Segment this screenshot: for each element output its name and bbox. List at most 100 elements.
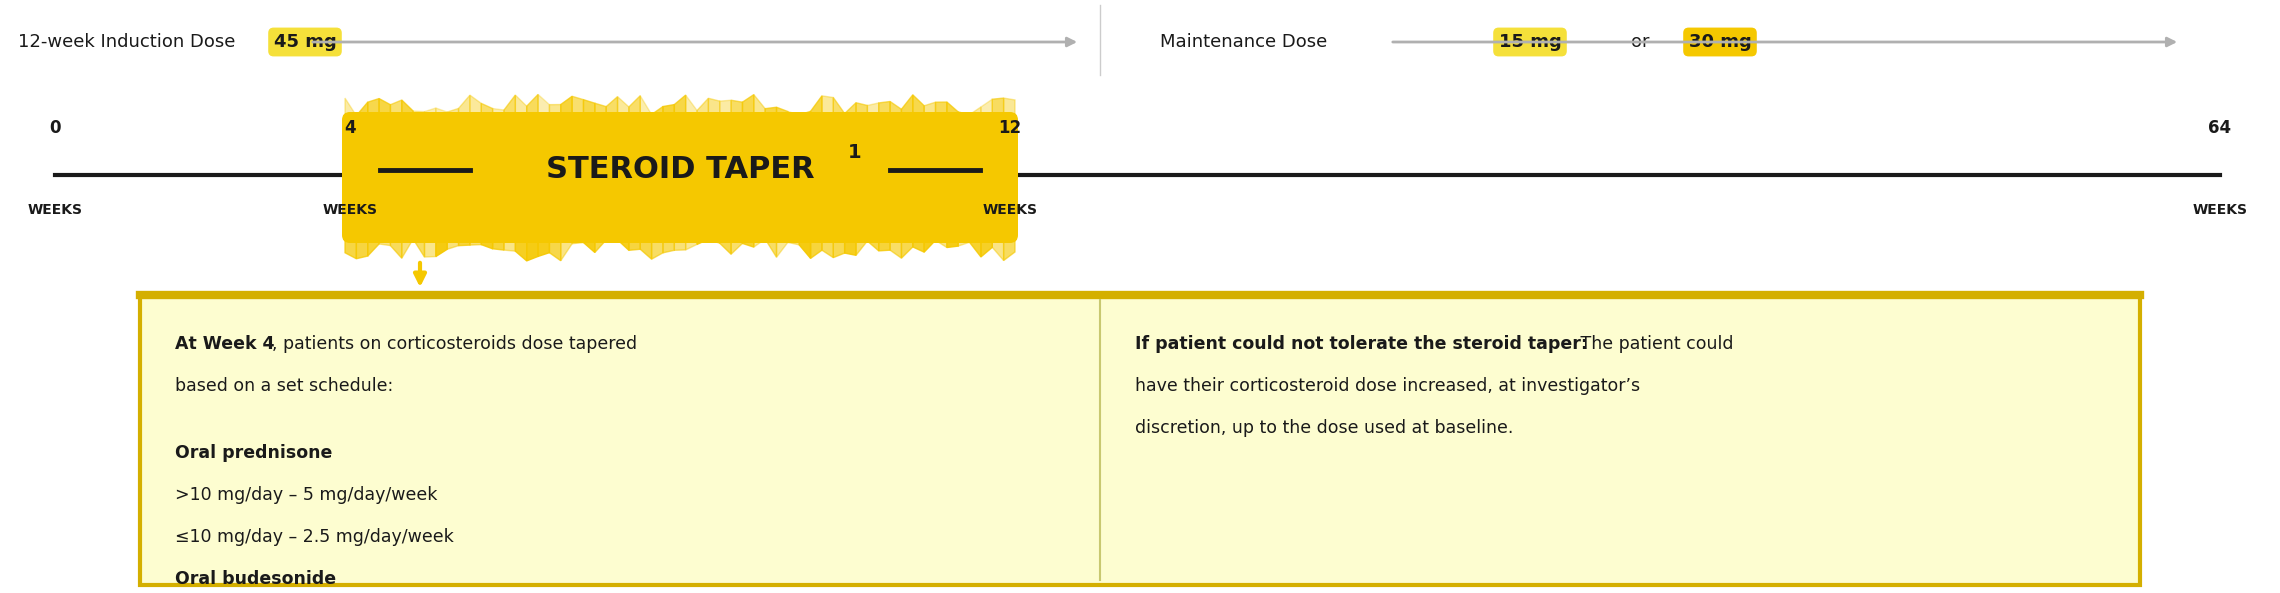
Polygon shape (344, 98, 356, 120)
Polygon shape (470, 235, 481, 245)
Polygon shape (980, 99, 992, 120)
Polygon shape (652, 235, 663, 259)
Polygon shape (946, 235, 958, 247)
Polygon shape (866, 235, 878, 251)
Polygon shape (698, 235, 709, 244)
Polygon shape (413, 111, 424, 120)
Polygon shape (504, 235, 515, 251)
Polygon shape (356, 235, 367, 259)
Polygon shape (641, 95, 652, 120)
Polygon shape (538, 235, 549, 256)
Polygon shape (595, 235, 606, 253)
Text: Maintenance Dose: Maintenance Dose (1161, 33, 1327, 51)
Polygon shape (878, 235, 889, 251)
Polygon shape (527, 94, 538, 120)
Text: 12: 12 (999, 119, 1021, 137)
Polygon shape (823, 96, 832, 120)
Text: ≤10 mg/day – 2.5 mg/day/week: ≤10 mg/day – 2.5 mg/day/week (176, 528, 454, 546)
Polygon shape (367, 98, 378, 120)
Text: At Week 4: At Week 4 (176, 335, 274, 353)
Polygon shape (356, 102, 367, 120)
Polygon shape (743, 235, 755, 247)
Polygon shape (935, 102, 946, 120)
Text: 15 mg: 15 mg (1498, 33, 1562, 51)
Text: 12-week Induction Dose: 12-week Induction Dose (18, 33, 235, 51)
Polygon shape (675, 235, 686, 250)
Polygon shape (766, 107, 777, 120)
Polygon shape (743, 95, 755, 120)
Polygon shape (629, 235, 641, 250)
Polygon shape (935, 235, 946, 247)
Polygon shape (367, 235, 378, 256)
Polygon shape (992, 235, 1003, 260)
Polygon shape (1003, 98, 1015, 120)
Polygon shape (458, 235, 470, 246)
Polygon shape (709, 98, 720, 120)
Polygon shape (652, 107, 663, 120)
Polygon shape (855, 103, 866, 120)
Polygon shape (844, 103, 855, 120)
Polygon shape (686, 235, 698, 250)
Polygon shape (378, 98, 390, 120)
Polygon shape (720, 100, 732, 120)
Text: WEEKS: WEEKS (2193, 203, 2248, 217)
Polygon shape (812, 235, 823, 259)
Polygon shape (912, 95, 923, 120)
Polygon shape (812, 96, 823, 120)
Polygon shape (732, 100, 743, 120)
Polygon shape (378, 235, 390, 246)
Polygon shape (923, 102, 935, 120)
Polygon shape (709, 235, 720, 243)
Polygon shape (504, 95, 515, 120)
Polygon shape (424, 235, 435, 257)
Polygon shape (595, 103, 606, 120)
Polygon shape (969, 107, 980, 120)
Polygon shape (912, 235, 923, 252)
Polygon shape (549, 104, 561, 120)
Polygon shape (584, 235, 595, 253)
Polygon shape (629, 95, 641, 120)
Text: discretion, up to the dose used at baseline.: discretion, up to the dose used at basel… (1135, 419, 1514, 437)
FancyBboxPatch shape (342, 112, 1017, 243)
Polygon shape (946, 102, 958, 120)
Polygon shape (992, 98, 1003, 120)
Text: 0: 0 (50, 119, 62, 137)
Polygon shape (618, 235, 629, 250)
Polygon shape (572, 96, 584, 120)
Polygon shape (698, 98, 709, 120)
Text: 30 mg: 30 mg (1689, 33, 1751, 51)
Polygon shape (823, 235, 832, 257)
Polygon shape (515, 235, 527, 261)
Polygon shape (901, 95, 912, 120)
Polygon shape (401, 235, 413, 258)
Text: based on a set schedule:: based on a set schedule: (176, 377, 392, 395)
Polygon shape (561, 235, 572, 261)
Polygon shape (492, 109, 504, 120)
Polygon shape (424, 108, 435, 120)
Polygon shape (447, 235, 458, 249)
Polygon shape (777, 107, 789, 120)
Polygon shape (866, 103, 878, 120)
Text: If patient could not tolerate the steroid taper:: If patient could not tolerate the steroi… (1135, 335, 1587, 353)
Text: 1: 1 (848, 144, 862, 162)
Text: or: or (1630, 33, 1648, 51)
Polygon shape (492, 235, 504, 250)
Text: have their corticosteroid dose increased, at investigator’s: have their corticosteroid dose increased… (1135, 377, 1639, 395)
Polygon shape (800, 111, 812, 120)
Polygon shape (549, 235, 561, 261)
Text: >10 mg/day – 5 mg/day/week: >10 mg/day – 5 mg/day/week (176, 486, 438, 504)
Polygon shape (527, 235, 538, 261)
Polygon shape (800, 235, 812, 259)
Polygon shape (515, 95, 527, 120)
Polygon shape (878, 101, 889, 120)
Polygon shape (538, 94, 549, 120)
Polygon shape (901, 235, 912, 258)
Polygon shape (606, 97, 618, 120)
Text: WEEKS: WEEKS (321, 203, 378, 217)
Polygon shape (618, 97, 629, 120)
Polygon shape (980, 235, 992, 257)
Polygon shape (344, 235, 356, 259)
Polygon shape (435, 235, 447, 257)
Polygon shape (889, 101, 901, 120)
Polygon shape (732, 235, 743, 254)
